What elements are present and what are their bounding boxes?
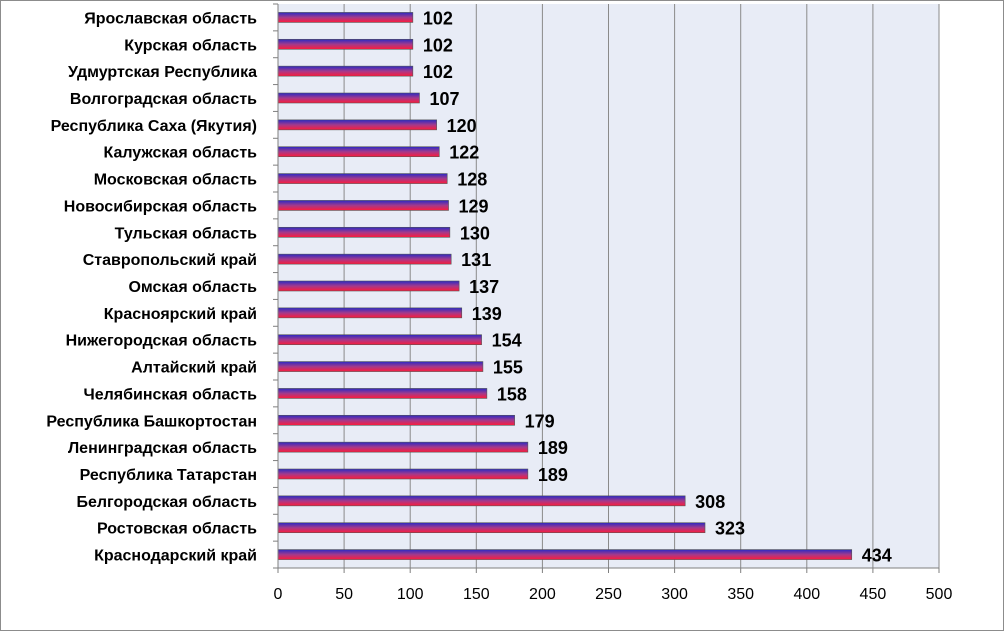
data-label: 102: [423, 62, 453, 82]
bar: [277, 146, 440, 158]
data-label: 158: [497, 384, 527, 404]
bar: [277, 549, 853, 560]
bar: [277, 468, 529, 480]
category-label: Удмуртская Республика: [68, 64, 257, 81]
bar: [277, 388, 488, 399]
bar: [277, 361, 484, 372]
data-label: 154: [492, 331, 522, 351]
data-label: 129: [459, 196, 489, 216]
category-label: Белгородская область: [76, 494, 257, 511]
category-label: Республика Саха (Якутия): [51, 118, 257, 135]
bars: [277, 12, 853, 560]
data-label: 131: [461, 250, 491, 270]
x-tick-label: 50: [335, 586, 353, 603]
category-label: Ростовская область: [97, 521, 257, 538]
category-label: Омская область: [128, 279, 257, 296]
bar: [277, 119, 437, 131]
x-tick-labels: 0 50 100 150 200 250 300 350 400 450 500: [274, 568, 953, 603]
x-tick-label: 350: [727, 586, 754, 603]
data-label: 155: [493, 358, 523, 378]
data-label: 102: [423, 35, 453, 55]
x-tick-label: 400: [793, 586, 820, 603]
data-label: 189: [538, 465, 568, 485]
data-label: 308: [695, 492, 725, 512]
category-label: Московская область: [94, 172, 257, 189]
data-label: 107: [429, 89, 459, 109]
category-label: Республика Башкортостан: [46, 413, 257, 430]
category-label: Калужская область: [103, 145, 257, 162]
bar: [277, 226, 451, 238]
x-tick-label: 200: [529, 586, 556, 603]
category-labels: Ярославская область Курская область Удмурт…: [46, 10, 257, 564]
category-label: Волгоградская область: [70, 91, 257, 108]
category-label: Нижегородская область: [66, 333, 258, 350]
value-labels: 102 102 102 107 120 122 128 129 130 131 137 139 154 1…: [423, 8, 892, 565]
category-label: Ставропольский край: [83, 252, 257, 269]
data-label: 137: [469, 277, 499, 297]
x-tick-label: 450: [860, 586, 887, 603]
data-label: 128: [457, 170, 487, 190]
data-label: 122: [449, 143, 479, 163]
x-tick-label: 250: [595, 586, 622, 603]
bar: [277, 253, 452, 265]
x-tick-label: 500: [926, 586, 953, 603]
bar: [277, 441, 529, 453]
x-tick-label: 0: [274, 586, 283, 603]
bar: [277, 334, 482, 346]
category-label: Алтайский край: [131, 360, 257, 377]
bar: [277, 38, 414, 50]
bar: [277, 414, 515, 426]
category-label: Курская область: [124, 37, 257, 54]
bar: [277, 307, 463, 319]
data-label: 179: [525, 411, 555, 431]
x-tick-label: 150: [463, 586, 490, 603]
bar: [277, 280, 460, 292]
bar: [277, 522, 706, 534]
category-label: Красноярский край: [104, 306, 257, 323]
x-tick-label: 100: [397, 586, 424, 603]
data-label: 139: [472, 304, 502, 324]
data-label: 130: [460, 223, 490, 243]
category-label: Челябинская область: [84, 386, 258, 403]
category-label: Ленинградская область: [68, 440, 257, 457]
category-label: Республика Татарстан: [80, 467, 257, 484]
bar: [277, 92, 420, 104]
bar: [277, 495, 686, 507]
x-tick-label: 300: [661, 586, 688, 603]
category-label: Ярославская область: [84, 10, 257, 27]
category-label: Тульская область: [115, 225, 257, 242]
data-label: 102: [423, 8, 453, 28]
data-label: 120: [447, 116, 477, 136]
data-label: 189: [538, 438, 568, 458]
data-label: 323: [715, 519, 745, 539]
bar: [277, 65, 414, 77]
category-label: Новосибирская область: [64, 198, 257, 215]
bar: [277, 200, 449, 211]
bar: [277, 173, 448, 184]
bar: [277, 12, 414, 23]
category-label: Краснодарский край: [94, 548, 257, 565]
data-label: 434: [862, 546, 892, 566]
